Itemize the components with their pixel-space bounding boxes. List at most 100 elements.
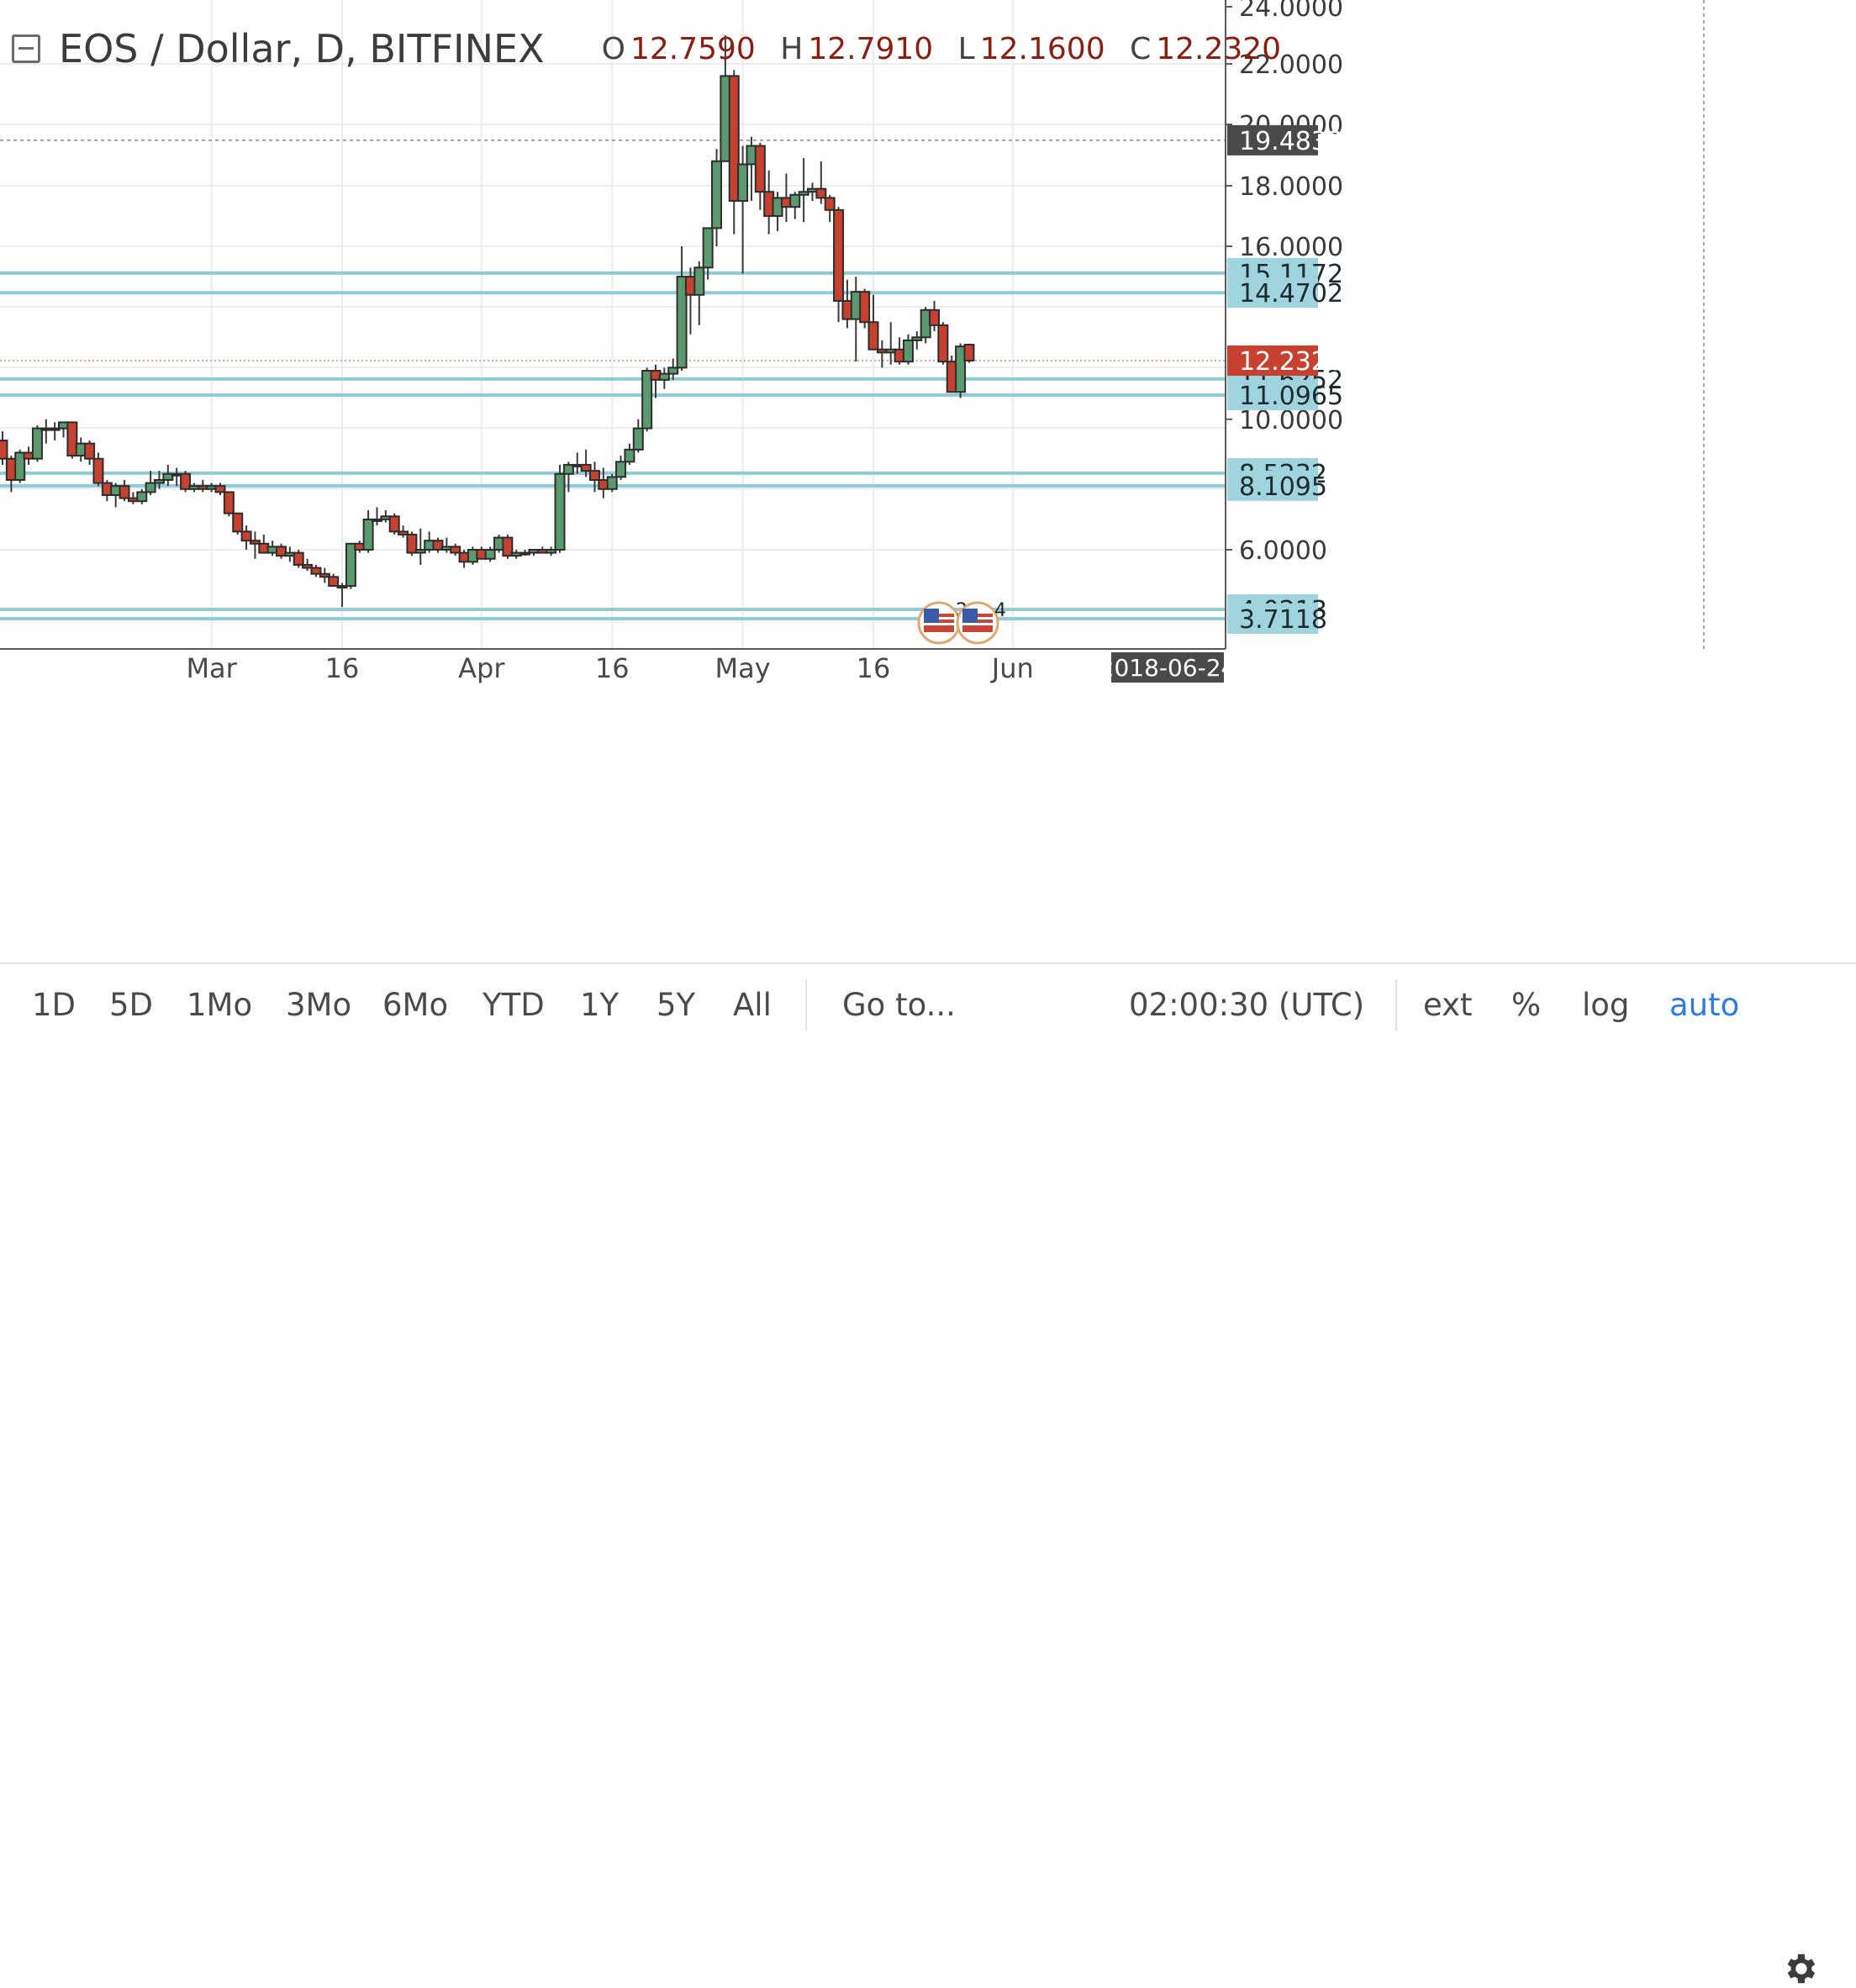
candle-body — [876, 348, 888, 354]
event-count-label[interactable]: 4 — [994, 600, 1006, 621]
open-value: 12.7590 — [630, 31, 756, 66]
current-price-label: 12.2320 — [1239, 347, 1343, 377]
goto-date-button[interactable]: Go to... — [842, 987, 956, 1023]
candle-body — [49, 427, 61, 431]
candle-body — [702, 227, 714, 269]
level-price-label-bg[interactable] — [1227, 277, 1318, 308]
symbol-title[interactable]: EOS / Dollar, D, BITFINEX — [59, 26, 545, 71]
range-ytd-button[interactable]: YTD — [482, 987, 545, 1023]
range-5d-button[interactable]: 5D — [109, 987, 154, 1023]
candle-body — [153, 478, 165, 484]
event-badges[interactable]: 24 — [917, 600, 1006, 645]
time-axis-tick-label: May — [715, 652, 771, 684]
candle-body — [398, 530, 409, 535]
candle-body — [606, 476, 618, 490]
candle-body — [546, 549, 557, 554]
candle-body — [502, 536, 514, 557]
candle-body — [728, 75, 740, 203]
candle-body — [75, 442, 87, 457]
range-5y-button[interactable]: 5Y — [656, 987, 696, 1023]
candle-body — [580, 463, 592, 472]
level-price-label[interactable]: 3.7118 — [1239, 605, 1327, 635]
candle-body — [720, 75, 731, 162]
price-chart[interactable]: 24 Mar 16 Apr 16 May 16 Jun 2018-06-24 24.0000 2… — [0, 0, 1856, 962]
range-1y-button[interactable]: 1Y — [580, 987, 620, 1023]
gear-icon[interactable] — [1780, 1949, 1819, 1988]
percent-scale-toggle[interactable]: % — [1511, 987, 1542, 1023]
candle-body — [510, 551, 522, 557]
candle-body — [737, 163, 749, 202]
open-label: O — [601, 31, 625, 66]
candle-body — [31, 427, 43, 460]
collapse-legend-icon[interactable] — [12, 34, 40, 63]
candle-body — [145, 482, 156, 493]
candle-body — [859, 291, 871, 324]
candle-body — [162, 472, 174, 481]
toolbar-divider — [805, 979, 807, 1031]
candle-body — [101, 482, 113, 497]
ohlc-values: O 12.7590 H 12.7910 L 12.1600 C 12.2320 — [587, 32, 1281, 66]
price-axis-tick-label: 6.0000 — [1239, 536, 1327, 566]
range-1mo-button[interactable]: 1Mo — [187, 987, 253, 1023]
time-axis-tick-label: Mar — [186, 652, 237, 684]
candle-body — [562, 463, 574, 475]
candle-body — [554, 472, 566, 551]
candle-body — [110, 485, 122, 497]
range-1d-button[interactable]: 1D — [32, 987, 76, 1023]
bottom-toolbar: 1D 5D 1Mo 3Mo 6Mo YTD 1Y 5Y All Go to...… — [0, 962, 1856, 1984]
candle-body — [136, 491, 148, 503]
utc-clock[interactable]: 02:00:30 (UTC) — [1129, 987, 1365, 1023]
candle-body — [824, 197, 836, 211]
candle-body — [266, 546, 278, 554]
time-axis-tick-label: 16 — [325, 652, 360, 684]
level-price-label[interactable]: 14.4702 — [1239, 279, 1343, 308]
candle-body — [206, 485, 218, 490]
level-price-label[interactable]: 8.1095 — [1239, 472, 1327, 502]
candle-body — [911, 336, 923, 341]
candle-body — [850, 291, 862, 320]
level-price-label-bg[interactable] — [1227, 604, 1318, 634]
candle-body — [440, 546, 452, 551]
candle-body — [894, 348, 905, 363]
range-6mo-button[interactable]: 6Mo — [382, 987, 449, 1023]
range-3mo-button[interactable]: 3Mo — [286, 987, 352, 1023]
candle-body — [345, 542, 356, 588]
crosshair-price-label-bg — [1227, 124, 1318, 156]
candle-body — [650, 370, 662, 381]
level-price-label-bg[interactable] — [1227, 470, 1318, 501]
candle-body — [171, 472, 182, 477]
candle-body — [5, 457, 17, 481]
candle-body — [815, 187, 827, 199]
range-all-button[interactable]: All — [733, 987, 772, 1023]
candle-body — [432, 540, 444, 551]
horizontal-levels[interactable] — [0, 271, 1226, 620]
level-price-label-bg[interactable] — [1227, 380, 1318, 411]
extended-hours-toggle[interactable]: ext — [1423, 987, 1473, 1023]
candle-body — [763, 191, 775, 217]
time-axis-tick-label: 16 — [595, 652, 630, 684]
event-flag-icon[interactable]: 4 — [956, 600, 1006, 645]
auto-scale-toggle[interactable]: auto — [1669, 987, 1740, 1023]
candle-body — [754, 145, 766, 193]
candle-body — [58, 421, 70, 430]
candle-body — [23, 451, 34, 460]
level-price-label[interactable]: 11.0965 — [1239, 382, 1343, 411]
candle-body — [180, 472, 192, 490]
price-axis-labels[interactable]: 24.000022.000020.000018.000016.000010.00… — [1226, 0, 1343, 635]
candle-body — [380, 515, 392, 520]
time-axis-tick-label: Apr — [458, 652, 505, 684]
candle-body — [214, 485, 226, 493]
flag-stripe — [924, 623, 954, 625]
candle-body — [780, 197, 792, 208]
flag-canton — [924, 609, 939, 623]
close-label: C — [1130, 31, 1152, 66]
candle-body — [249, 540, 261, 545]
time-axis-tick-label: 16 — [857, 652, 891, 684]
candle-body — [458, 551, 470, 563]
candle-body — [424, 540, 435, 551]
close-value: 12.2320 — [1156, 31, 1282, 66]
candle-body — [276, 546, 287, 557]
candle-body — [66, 421, 78, 457]
candle-body — [929, 308, 941, 326]
log-scale-toggle[interactable]: log — [1582, 987, 1630, 1023]
